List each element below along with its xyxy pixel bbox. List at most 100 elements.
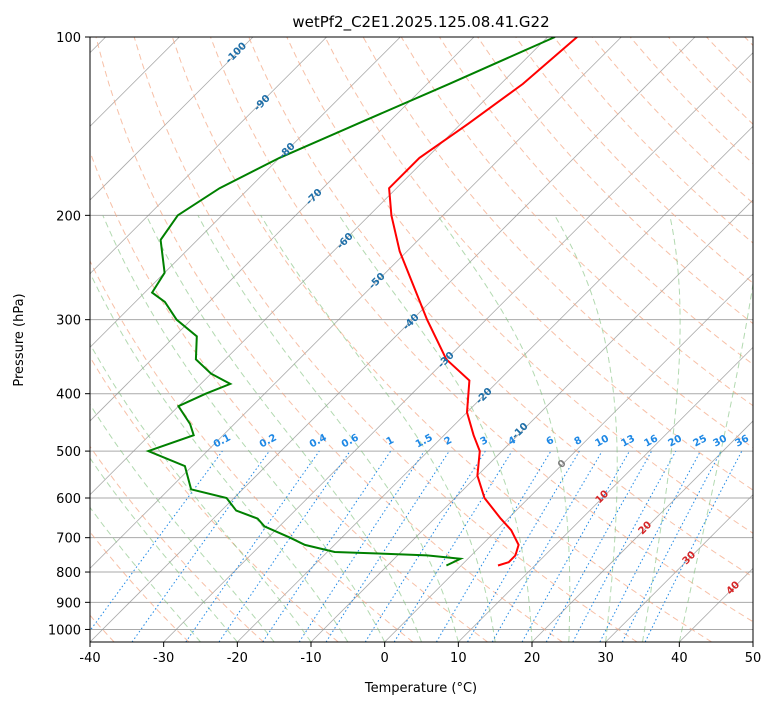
dry-adiabat-line [744,37,753,47]
x-axis-label: Temperature (°C) [364,681,477,696]
tick-layer: -40 -30 -20 -10 0 10 20 30 40 5010020030040050060… [48,31,761,666]
dry-adiabat-line [706,37,753,86]
y-tick-label: 700 [56,532,81,547]
chart-title: wetPf2_C2E1.2025.125.08.41.G22 [292,13,549,32]
mixing-ratio-line [364,450,486,642]
mixing-ratio-line [262,450,392,642]
dry-adiabat-line [324,37,753,491]
mixing-ratio-label: 25 [692,433,709,449]
y-tick-label: 600 [56,492,81,507]
mixing-ratio-label: 0.1 [212,432,233,450]
dry-adiabat-line [591,37,753,204]
isotherm-line [310,199,753,642]
mixing-ratio-label: 1 [385,435,396,448]
dry-adiabat-line [90,356,339,642]
isotherm-line [90,37,622,569]
x-tick-label: -30 [153,651,174,666]
moist-adiabat-line [145,215,422,642]
moist-adiabat-line [554,215,618,642]
x-tick-label: 0 [381,651,389,666]
mixing-ratio-label: 10 [594,433,611,449]
x-tick-label: 50 [745,651,762,666]
isotherm-line [90,37,254,201]
dry-adiabat-line [515,37,753,284]
dry-adiabat-label: -30 [436,350,457,371]
isotherm-line [531,420,753,642]
y-tick-label: 800 [56,566,81,581]
moist-adiabat-line [197,215,459,642]
y-tick-label: 1000 [48,623,81,638]
moist-adiabat-line [338,215,533,642]
mixing-ratio-label: 6 [545,435,556,448]
y-tick-label: 100 [56,31,81,46]
isotherm-line [90,37,401,348]
moist-adiabat-line [90,506,201,642]
dry-adiabat-label: -40 [401,312,422,333]
isotherm-line [605,494,753,642]
mixing-ratio-line [298,450,425,642]
mixing-ratio-line [90,450,223,632]
mixing-ratio-label: 13 [620,433,637,449]
dry-adiabat-label: -90 [252,93,273,114]
dry-adiabat-line [286,37,753,534]
y-tick-label: 300 [56,314,81,329]
mixing-ratio-line [467,450,580,642]
grid-layer [90,37,753,642]
mixing-ratio-label: 0.2 [258,432,279,450]
x-tick-label: -40 [79,651,100,666]
dewpoint-line [145,37,556,567]
isotherm-line [458,346,753,642]
x-tick-label: -10 [300,651,321,666]
mixing-ratio-label: 3 [479,435,490,448]
mixing-ratio-line [393,450,513,642]
x-tick-label: -20 [227,651,248,666]
dry-adiabat-line [210,37,753,623]
mixing-ratio-label: 8 [573,435,584,448]
dry-adiabat-line [90,259,414,642]
dry-adiabat-line [133,37,638,642]
moist-adiabat-line [90,403,275,642]
y-tick-label: 200 [56,209,81,224]
mixing-ratio-line [325,450,450,642]
annotation-layer: -100-90-80-70-60-50-40-30-20-10010203040… [212,41,751,598]
dry-adiabat-label: 10 [594,489,612,507]
moist-adiabat-line [642,215,681,642]
isotherm-line [237,125,753,642]
dry-adiabat-label: -60 [335,231,356,252]
dry-adiabat-line [668,37,753,125]
data-layer [145,37,578,567]
x-tick-label: 30 [597,651,614,666]
mixing-ratio-label: 4 [507,435,518,448]
mixing-ratio-line [572,450,677,642]
mixing-ratio-label: 20 [667,433,684,449]
x-tick-label: 10 [450,651,467,666]
temperature-line [388,37,578,567]
y-axis-label: Pressure (hPa) [12,293,27,386]
y-tick-label: 400 [56,388,81,403]
moist-adiabat-line [102,215,386,642]
moist-adiabat-line [90,343,312,642]
x-tick-label: 20 [524,651,541,666]
y-tick-label: 900 [56,596,81,611]
moist-adiabat-line [260,215,496,642]
isotherm-line [679,567,753,642]
isotherm-line [384,273,753,642]
isotherm-line [752,641,753,642]
mixing-ratio-line [218,450,351,642]
mixing-ratio-line [185,450,320,642]
mixing-ratio-line [435,450,552,642]
isotherm-line [90,37,548,496]
mixing-ratio-line [131,450,270,642]
mixing-ratio-line [545,450,653,642]
plot-frame [89,36,754,643]
dry-adiabat-line [553,37,753,244]
moist-adiabat-line [437,215,571,642]
mixing-ratio-line [644,450,743,642]
mixing-ratio-label: 2 [443,435,454,448]
dry-adiabat-line [90,531,190,642]
isotherm-line [90,37,475,422]
mixing-ratio-line [599,450,701,642]
dry-adiabat-line [248,37,753,578]
moist-adiabat-line [90,457,238,642]
